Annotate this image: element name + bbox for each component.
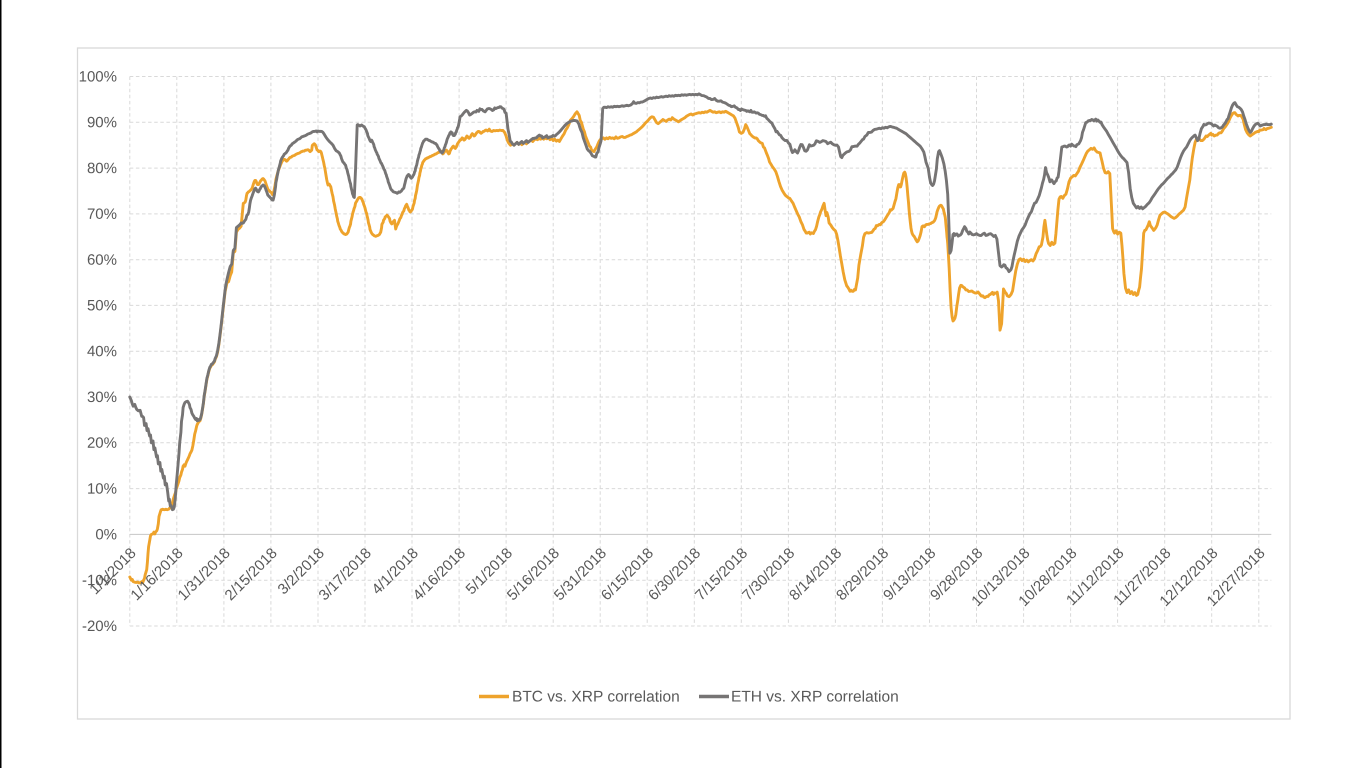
svg-text:100%: 100% [79,68,117,85]
svg-text:10%: 10% [87,481,117,498]
svg-text:BTC vs. XRP correlation: BTC vs. XRP correlation [512,689,680,706]
svg-text:30%: 30% [87,389,117,406]
svg-text:20%: 20% [87,435,117,452]
svg-text:40%: 40% [87,343,117,360]
svg-text:0%: 0% [95,526,117,543]
svg-text:80%: 80% [87,160,117,177]
svg-text:70%: 70% [87,206,117,223]
svg-text:50%: 50% [87,297,117,314]
svg-text:60%: 60% [87,252,117,269]
svg-text:-20%: -20% [82,618,117,635]
svg-text:90%: 90% [87,114,117,131]
svg-text:ETH vs. XRP correlation: ETH vs. XRP correlation [731,689,899,706]
svg-text:-10%: -10% [82,572,117,589]
